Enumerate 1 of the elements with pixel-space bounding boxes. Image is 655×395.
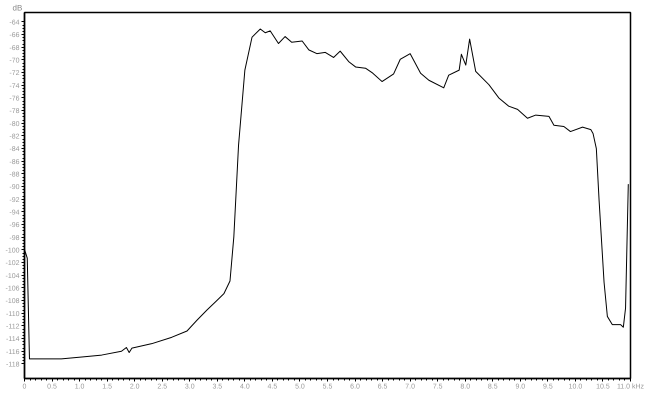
y-axis-title: dB — [12, 4, 22, 12]
